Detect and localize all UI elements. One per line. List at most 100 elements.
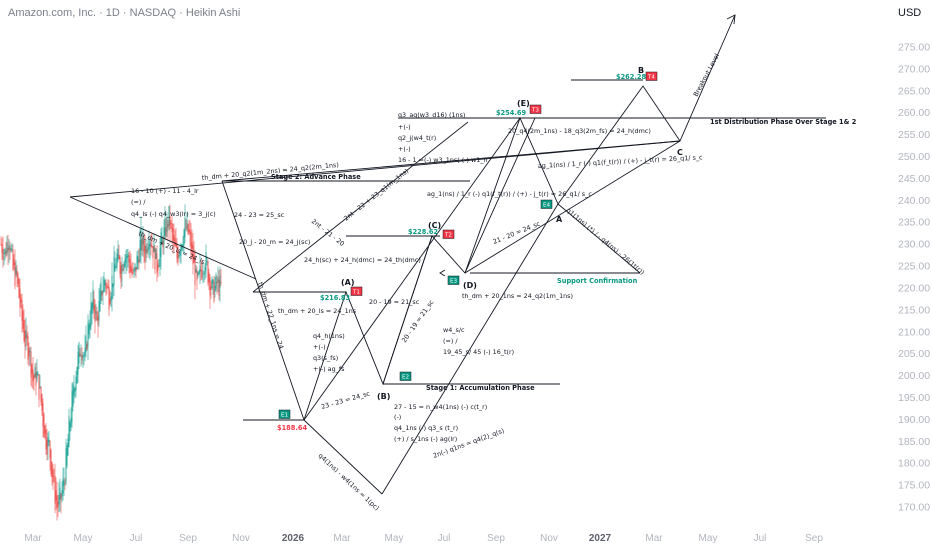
trendline	[464, 117, 536, 274]
annotation-text: 20 - 19 = 21_sc	[369, 298, 420, 306]
candle-body	[25, 330, 27, 339]
annotation-text: 20_j - 20_m = 24_j(sc)	[239, 238, 310, 246]
entry-tag	[278, 409, 291, 419]
candle-body	[58, 495, 60, 505]
x-tick-label: Sep	[487, 533, 505, 544]
candle-body	[119, 256, 121, 274]
x-tick-label: Nov	[540, 533, 558, 544]
annotation-text: q1(1ns) (*) / - q4(ns) - 26(1t(r))	[565, 206, 646, 276]
candle-body	[96, 312, 98, 321]
candle-body	[23, 319, 25, 341]
price-label: $216.83	[320, 294, 350, 302]
candle-body	[65, 448, 67, 484]
candle-body	[208, 272, 210, 282]
candle-body	[43, 414, 45, 438]
target-tag-text: T1	[352, 290, 360, 296]
candle-body	[79, 353, 81, 357]
candle-body	[42, 402, 44, 427]
candle-body	[162, 240, 164, 248]
candle-body	[137, 256, 139, 263]
candle-body	[135, 266, 137, 272]
candle-body	[22, 310, 24, 329]
candle-body	[95, 311, 97, 314]
candle-body	[180, 243, 182, 255]
y-tick-label: 180.00	[898, 458, 930, 470]
candle-body	[59, 487, 61, 500]
annotation-text: (+) / s_1ns (-) ag(lr)	[394, 435, 457, 443]
trendline	[69, 196, 257, 280]
candle-body	[160, 232, 162, 258]
candle-body	[78, 343, 80, 364]
candle-body	[194, 258, 196, 286]
candle-body	[70, 417, 72, 427]
candle-body	[220, 281, 222, 284]
y-tick-label: 230.00	[898, 239, 930, 251]
candle-body	[112, 283, 114, 288]
x-tick-label: Jul	[754, 533, 767, 544]
candle-body	[145, 245, 147, 254]
x-tick-label: Jul	[130, 533, 143, 544]
candle-body	[134, 263, 136, 271]
candle-body	[37, 373, 39, 376]
annotation-text: w4_s/c	[443, 326, 465, 334]
candle-body	[214, 285, 216, 292]
entry-tag-text: E1	[281, 413, 289, 419]
trendline	[221, 180, 305, 421]
candle-body	[27, 336, 29, 360]
candle-body	[50, 449, 52, 475]
candle-body	[86, 344, 88, 350]
candle-body	[169, 215, 171, 230]
candle-body	[176, 244, 178, 259]
candle-body	[136, 255, 138, 270]
breakout-label: Breakout Level	[692, 52, 721, 98]
candle-body	[20, 298, 22, 303]
annotation-text: q4_1ns (-) q3_s (t_r)	[394, 424, 458, 432]
candle-body	[105, 282, 107, 289]
candle-body	[0, 244, 2, 245]
candle-body	[181, 244, 183, 250]
target-tag-text: T2	[444, 233, 452, 239]
candle-body	[88, 324, 90, 335]
annotation-text: 16 - 1 =(-) w3_1ns( (-) w1_fr	[398, 156, 489, 164]
candle-body	[123, 263, 125, 270]
y-tick-label: 200.00	[898, 370, 930, 382]
candle-body	[198, 271, 200, 274]
candle-body	[143, 240, 145, 252]
candle-body	[188, 228, 190, 232]
candle-body	[74, 388, 76, 392]
candle-body	[35, 372, 37, 386]
candle-body	[150, 244, 152, 247]
candle-body	[107, 285, 109, 289]
candle-body	[16, 270, 18, 277]
candle-body	[73, 387, 75, 396]
candle-body	[109, 298, 111, 305]
candle-body	[106, 285, 108, 287]
candle-body	[44, 426, 46, 434]
candle-body	[60, 493, 62, 500]
candle-body	[117, 248, 119, 261]
candle-body	[132, 271, 134, 273]
y-tick-label: 255.00	[898, 129, 930, 141]
candle-body	[189, 230, 191, 235]
annotation-text: 23 - 23 = 24_sc	[320, 389, 371, 411]
arrow-head-icon	[726, 14, 736, 25]
candle-body	[178, 255, 180, 257]
candle-body	[202, 273, 204, 275]
drawings-layer	[69, 14, 826, 495]
annotation-text: (=) /	[443, 337, 458, 345]
candle-body	[161, 236, 163, 245]
candle-body	[129, 259, 131, 273]
candle-body	[120, 265, 122, 283]
candle-body	[6, 242, 8, 254]
candle-body	[124, 258, 126, 267]
annotation-text: 24_h(sc) + 24_h(dmc) = 24_th(dmc)	[304, 256, 421, 264]
candle-body	[45, 429, 47, 450]
candle-body	[56, 495, 58, 509]
y-tick-label: 170.00	[898, 502, 930, 514]
candle-body	[51, 461, 53, 478]
target-tag-text: T3	[531, 108, 539, 114]
stage-2-label: Stage 2: Advance Phase	[271, 173, 361, 181]
candle-body	[199, 265, 201, 273]
candles-layer	[0, 204, 222, 521]
